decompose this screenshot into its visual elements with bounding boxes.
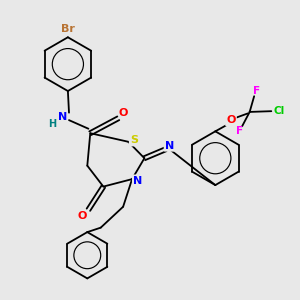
Text: Br: Br	[61, 24, 75, 34]
Text: O: O	[78, 211, 87, 221]
Text: N: N	[58, 112, 67, 122]
Text: N: N	[133, 176, 142, 186]
Text: N: N	[165, 140, 174, 151]
Text: Cl: Cl	[274, 106, 285, 116]
Text: F: F	[236, 126, 244, 136]
Text: O: O	[119, 108, 128, 118]
Text: H: H	[49, 119, 57, 129]
Text: S: S	[130, 135, 138, 145]
Text: O: O	[226, 115, 236, 125]
Text: F: F	[253, 86, 260, 96]
